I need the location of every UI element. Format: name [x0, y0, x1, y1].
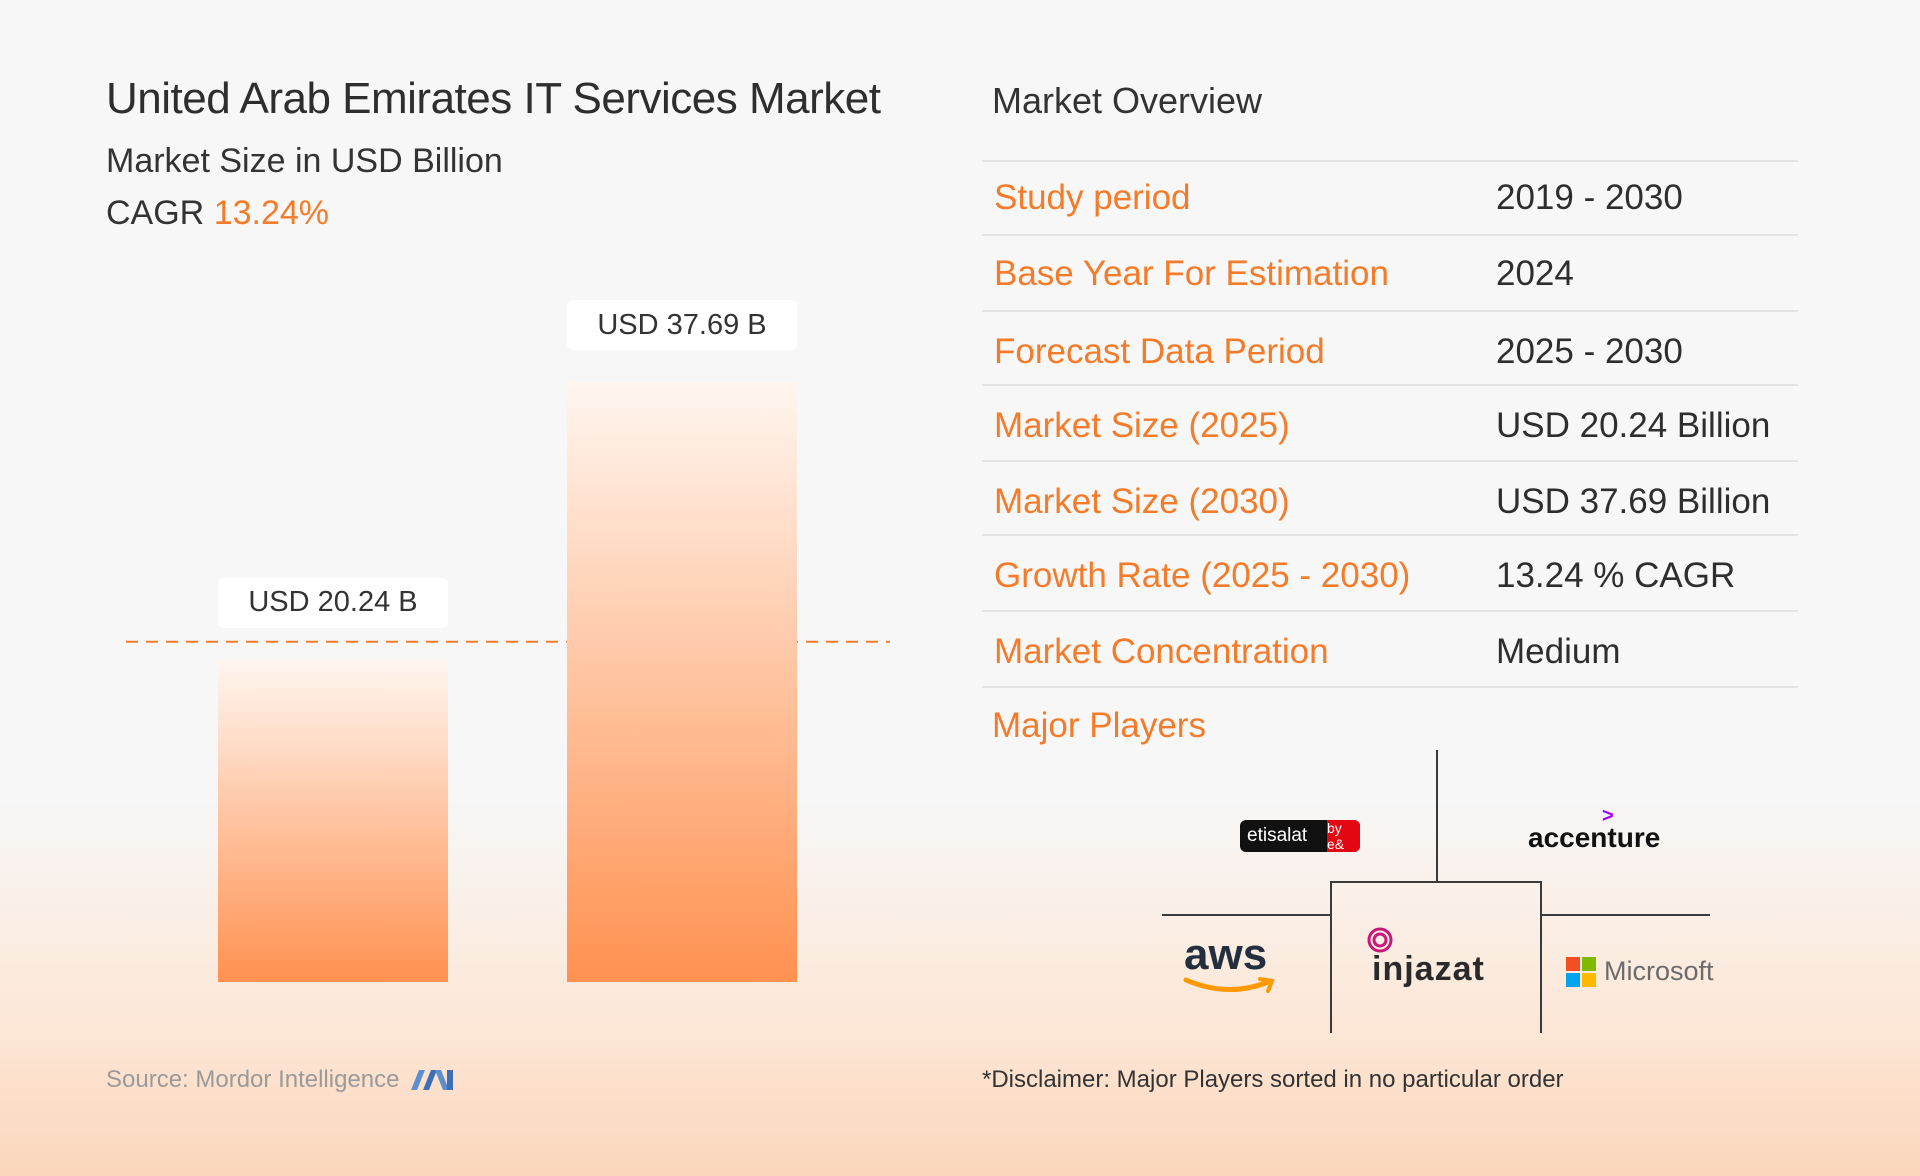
mordor-logo-icon: [411, 1070, 454, 1090]
disclaimer: *Disclaimer: Major Players sorted in no …: [982, 1066, 1564, 1093]
overview-value: 13.24 % CAGR: [1496, 556, 1736, 595]
data-label-2025: USD 20.24 B: [218, 577, 448, 628]
chart-subtitle: Market Size in USD Billion: [106, 142, 503, 180]
bar-chart: [126, 382, 890, 982]
overview-value: 2025 - 2030: [1496, 332, 1683, 371]
etisalat-badge: by e&: [1327, 820, 1360, 852]
microsoft-wordmark: Microsoft: [1604, 956, 1714, 986]
cagr-text: CAGR 13.24%: [106, 194, 329, 233]
accenture-wordmark: accenture: [1528, 822, 1661, 853]
grid-line: [1436, 750, 1438, 882]
cagr-label: CAGR: [106, 194, 205, 232]
overview-value: 2019 - 2030: [1496, 178, 1683, 217]
accenture-chevron-icon: >: [1602, 805, 1614, 827]
overview-key: Market Concentration: [994, 632, 1329, 671]
grid-line: [1330, 881, 1542, 883]
overview-row: Base Year For Estimation 2024: [982, 234, 1798, 312]
overview-key: Study period: [994, 178, 1191, 217]
overview-key: Market Size (2030): [994, 482, 1290, 521]
data-label-2030: USD 37.69 B: [567, 300, 797, 350]
grid-line: [1330, 881, 1332, 1033]
overview-value: USD 37.69 Billion: [1496, 482, 1771, 521]
overview-title: Market Overview: [992, 80, 1263, 121]
injazat-mark-icon: [1367, 927, 1393, 953]
overview-row: Growth Rate (2025 - 2030) 13.24 % CAGR: [982, 534, 1798, 612]
aws-wordmark: aws: [1184, 930, 1268, 979]
bar-2030: [567, 382, 797, 982]
accenture-logo: > accenture: [1528, 805, 1661, 854]
overview-key: Base Year For Estimation: [994, 254, 1389, 293]
grid-line: [1162, 914, 1330, 916]
overview-row: Study period 2019 - 2030: [982, 160, 1798, 238]
grid-line: [1540, 881, 1542, 1033]
etisalat-wordmark: etisalat: [1247, 825, 1308, 846]
overview-key: Growth Rate (2025 - 2030): [994, 556, 1411, 595]
microsoft-squares-icon: [1566, 956, 1596, 987]
overview-key: Forecast Data Period: [994, 332, 1325, 371]
microsoft-logo: Microsoft: [1566, 956, 1714, 987]
source-text: Source: Mordor Intelligence: [106, 1066, 400, 1093]
overview-row: Market Size (2030) USD 37.69 Billion: [982, 460, 1798, 536]
aws-smile-icon: [1183, 977, 1275, 993]
overview-value: USD 20.24 Billion: [1496, 406, 1771, 445]
page-title: United Arab Emirates IT Services Market: [106, 74, 881, 123]
overview-row: Market Concentration Medium: [982, 610, 1798, 688]
overview-row: Forecast Data Period 2025 - 2030: [982, 310, 1798, 388]
cagr-value: 13.24%: [213, 194, 330, 232]
etisalat-logo: etisalat by e&: [1240, 820, 1360, 852]
overview-row: Market Size (2025) USD 20.24 Billion: [982, 384, 1798, 462]
bar-2025: [218, 659, 448, 982]
source-note: Source: Mordor Intelligence: [106, 1066, 455, 1094]
injazat-wordmark: injazat: [1372, 950, 1485, 988]
grid-line: [1542, 914, 1710, 916]
overview-value: 2024: [1496, 254, 1574, 293]
major-players-label: Major Players: [992, 706, 1206, 745]
overview-value: Medium: [1496, 632, 1621, 671]
injazat-logo: injazat: [1367, 927, 1485, 989]
overview-key: Market Size (2025): [994, 406, 1290, 445]
aws-logo: aws: [1183, 930, 1275, 993]
